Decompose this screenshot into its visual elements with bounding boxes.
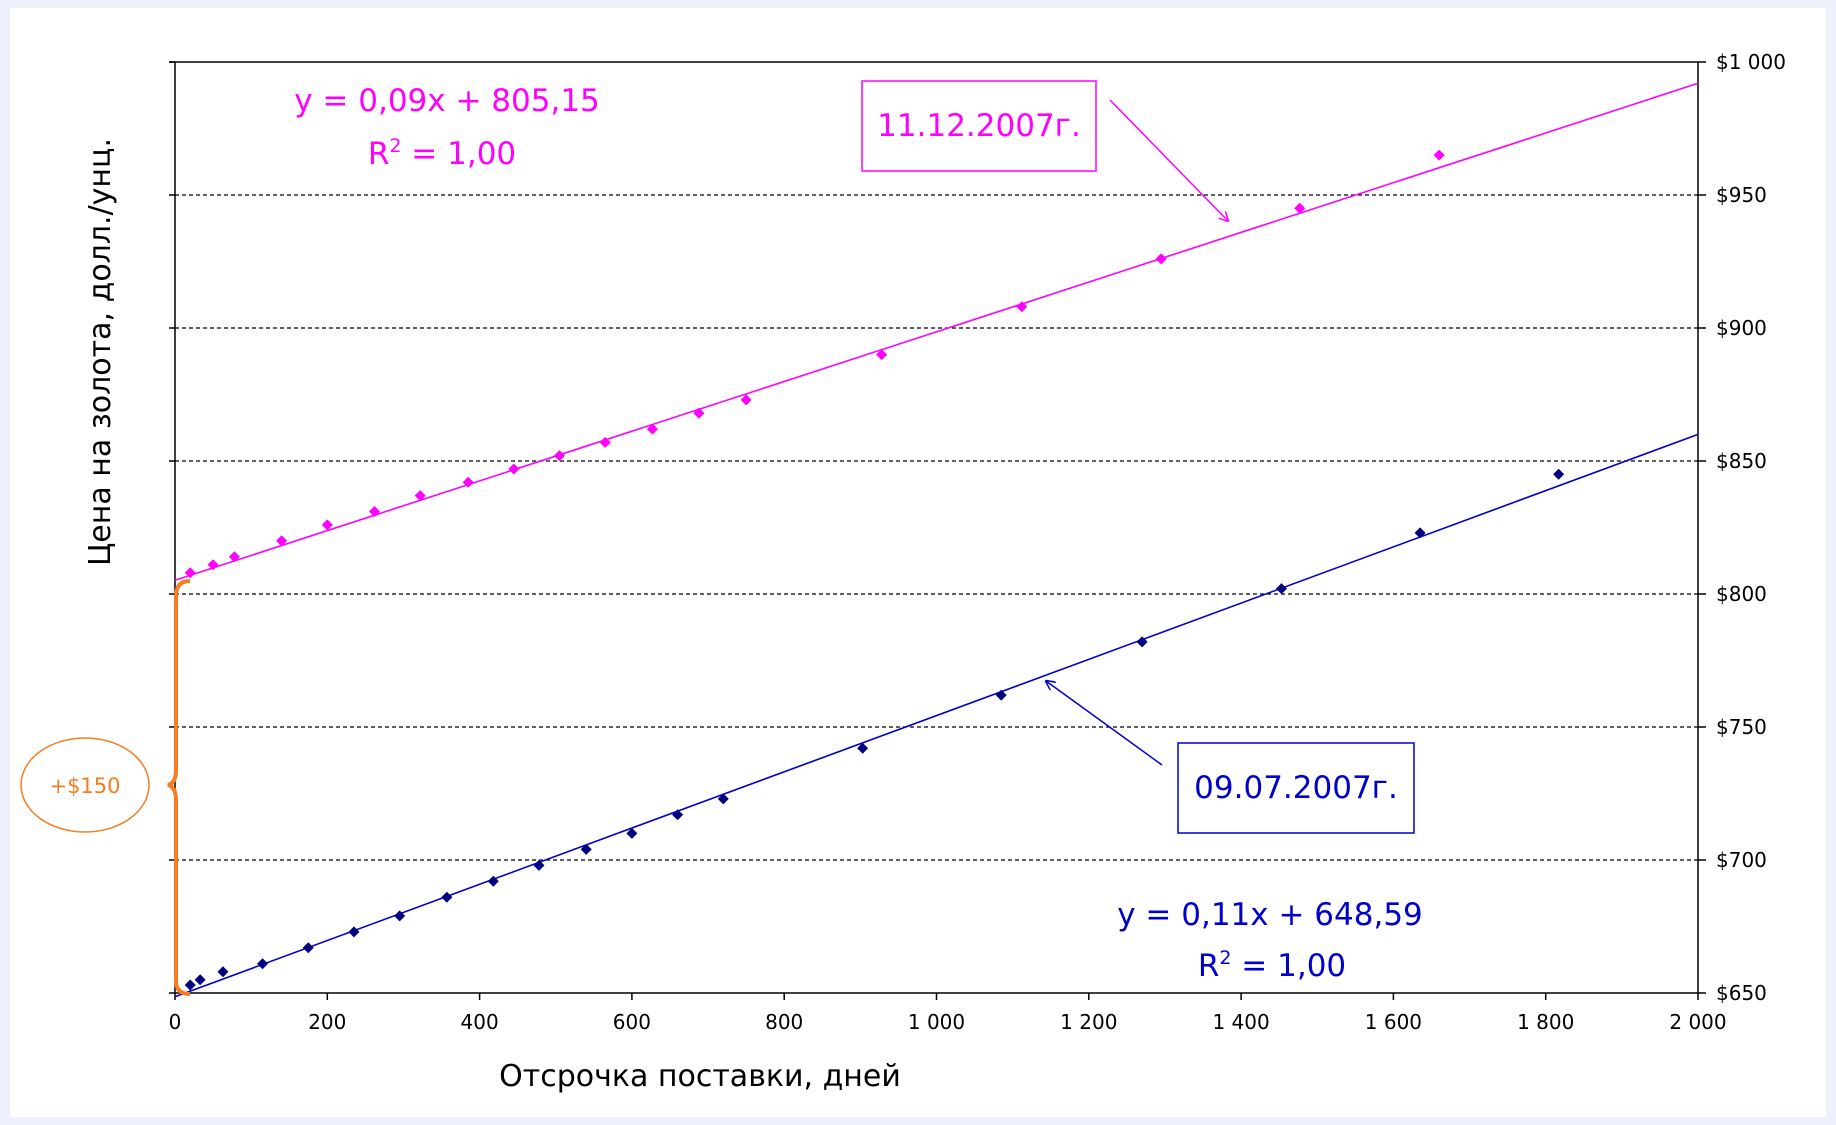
data-point (369, 506, 381, 518)
x-tick-label: 0 (169, 1010, 182, 1034)
y-tick-label: $800 (1716, 582, 1767, 606)
data-point (717, 793, 729, 805)
y-tick-label: $850 (1716, 449, 1767, 473)
data-point (1016, 301, 1028, 313)
equation-09-07-2007: y = 0,11x + 648,59 R2 = 1,00 (1117, 897, 1423, 984)
data-point (302, 942, 314, 954)
x-tick-label: 800 (765, 1010, 803, 1034)
data-point (194, 974, 206, 986)
y-tick-label: $750 (1716, 715, 1767, 739)
series-label-box-11-12-2007: 11.12.2007г. (861, 80, 1228, 221)
y-axis-title: Цена на золота, долл./унц. (83, 138, 118, 566)
y-tick-label: $950 (1716, 183, 1767, 207)
data-point (462, 476, 474, 488)
data-point (414, 490, 426, 502)
data-point (508, 463, 520, 475)
data-point (1136, 636, 1148, 648)
data-point (1433, 149, 1445, 161)
data-point (995, 689, 1007, 701)
data-point (441, 891, 453, 903)
y-tick-label: $1 000 (1716, 50, 1786, 74)
x-tick-label: 1 600 (1365, 1010, 1422, 1034)
label-arrow (1109, 99, 1228, 221)
x-tick-label: 2 000 (1669, 1010, 1726, 1034)
difference-ellipse (20, 737, 150, 833)
data-point (1275, 583, 1287, 595)
data-point (1155, 253, 1167, 265)
data-point (257, 958, 269, 970)
r-squared: R2 = 1,00 (1198, 947, 1346, 984)
x-tick-label: 1 200 (1060, 1010, 1117, 1034)
series-label-box-09-07-2007: 09.07.2007г. (1046, 681, 1415, 834)
data-point (1414, 527, 1426, 539)
x-tick-label: 200 (308, 1010, 346, 1034)
x-tick-label: 600 (613, 1010, 651, 1034)
data-point (487, 875, 499, 887)
series-name-label: 09.07.2007г. (1194, 770, 1398, 806)
data-point (1553, 468, 1565, 480)
x-tick-label: 1 400 (1212, 1010, 1269, 1034)
label-arrow (1046, 681, 1163, 766)
data-point (207, 559, 219, 571)
data-point (533, 859, 545, 871)
difference-label: +$150 (49, 774, 120, 798)
x-tick-label: 1 000 (908, 1010, 965, 1034)
y-tick-label: $900 (1716, 316, 1767, 340)
trendlines (174, 82, 1699, 998)
data-points (184, 149, 1565, 991)
data-point (321, 519, 333, 531)
label-box-frame (861, 80, 1097, 172)
data-point (1294, 202, 1306, 214)
series-name-label: 11.12.2007г. (877, 108, 1081, 144)
trendline-equation: y = 0,09x + 805,15 (294, 83, 600, 119)
x-tick-label: 400 (461, 1010, 499, 1034)
chart-stage: $650 $700 $750 $800 $850 $900 $950 $1 000 0 200 40… (10, 8, 1826, 1117)
data-point (646, 423, 658, 435)
data-point (580, 843, 592, 855)
data-point (184, 567, 196, 579)
equation-11-12-2007: y = 0,09x + 805,15 R2 = 1,00 (294, 83, 600, 172)
data-point (693, 407, 705, 419)
data-point (276, 535, 288, 547)
data-point (876, 349, 888, 361)
x-tick-label: 1 800 (1517, 1010, 1574, 1034)
axes: $650 $700 $750 $800 $850 $900 $950 $1 000 0 200 40… (169, 50, 1786, 1034)
data-point (348, 926, 360, 938)
data-point (217, 966, 229, 978)
label-box-frame (1177, 742, 1415, 834)
difference-brace (167, 579, 191, 996)
gridlines (175, 194, 1698, 861)
data-point (554, 450, 566, 462)
difference-annotation: +$150 (20, 579, 191, 996)
data-point (740, 394, 752, 406)
trendline (174, 433, 1699, 998)
data-point (228, 551, 240, 563)
trendline (174, 82, 1699, 582)
chart-svg: $650 $700 $750 $800 $850 $900 $950 $1 000 0 200 40… (20, 50, 1786, 1094)
data-point (599, 436, 611, 448)
data-point (394, 910, 406, 922)
y-tick-label: $650 (1716, 981, 1767, 1005)
y-tick-label: $700 (1716, 848, 1767, 872)
data-point (184, 979, 196, 991)
trendline-equation: y = 0,11x + 648,59 (1117, 897, 1423, 933)
data-point (626, 827, 638, 839)
data-point (857, 742, 869, 754)
data-point (672, 809, 684, 821)
r-squared: R2 = 1,00 (368, 135, 516, 172)
x-axis-title: Отсрочка поставки, дней (499, 1059, 901, 1094)
